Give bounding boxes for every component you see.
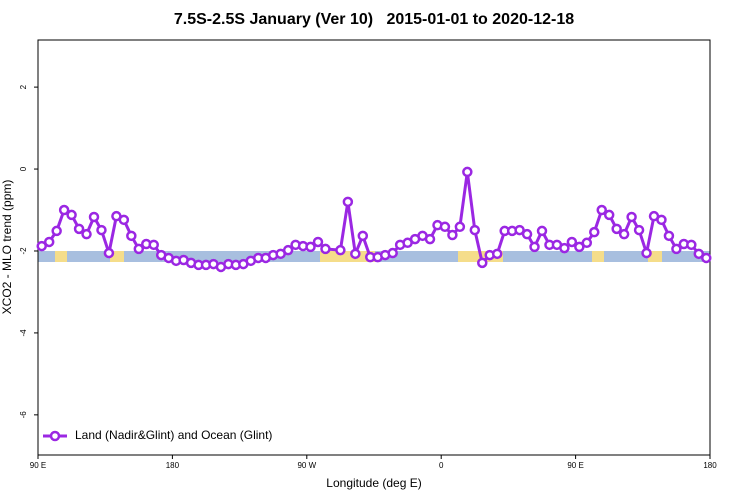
- x-tick-label: 90 E: [30, 461, 46, 470]
- data-point: [559, 242, 570, 254]
- data-point: [469, 224, 481, 236]
- data-point: [51, 225, 62, 237]
- data-point: [462, 166, 473, 178]
- data-point: [387, 247, 398, 259]
- data-point: [126, 230, 137, 242]
- data-point: [491, 248, 503, 260]
- data-point: [656, 214, 667, 226]
- y-tick-label: -2: [19, 247, 28, 255]
- data-point: [566, 236, 578, 248]
- data-point: [66, 209, 77, 221]
- land-band: [648, 251, 662, 262]
- x-tick-label: 180: [703, 461, 717, 470]
- data-point: [671, 243, 682, 255]
- data-point: [663, 230, 675, 242]
- data-point: [574, 241, 585, 253]
- chart-title: 7.5S-2.5S January (Ver 10) 2015-01-01 to…: [174, 11, 574, 28]
- x-tick-label: 0: [439, 461, 444, 470]
- land-band: [592, 251, 604, 262]
- data-point: [96, 224, 107, 236]
- data-point: [454, 221, 466, 233]
- data-point: [514, 224, 525, 236]
- y-tick-label: 0: [19, 166, 28, 171]
- legend-marker: [49, 430, 61, 442]
- data-point: [73, 223, 85, 235]
- data-point: [641, 247, 652, 259]
- legend-entry: Land (Nadir&Glint) and Ocean (Glint): [43, 428, 272, 442]
- data-point: [320, 243, 331, 255]
- data-point: [686, 239, 697, 251]
- data-point: [529, 241, 540, 253]
- data-point: [633, 224, 645, 236]
- data-point: [357, 230, 369, 242]
- data-point: [335, 244, 346, 256]
- data-point: [58, 204, 70, 216]
- x-tick-label: 90 W: [297, 461, 316, 470]
- data-point: [477, 257, 488, 269]
- data-point: [81, 228, 92, 240]
- data-point: [133, 243, 145, 255]
- data-point: [626, 211, 637, 223]
- data-point: [521, 228, 533, 240]
- data-point: [424, 233, 436, 245]
- series: [36, 166, 712, 273]
- land-band: [55, 251, 67, 262]
- data-point: [581, 237, 593, 249]
- data-point: [43, 236, 55, 248]
- data-point: [447, 229, 458, 241]
- data-point: [312, 236, 324, 248]
- data-point: [618, 228, 630, 240]
- data-point: [596, 204, 607, 216]
- data-point: [118, 214, 130, 226]
- y-axis-label: XCO2 - MLO trend (ppm): [0, 180, 14, 315]
- data-point: [103, 247, 115, 259]
- data-point: [536, 225, 548, 237]
- data-point: [693, 248, 705, 260]
- data-point: [603, 209, 615, 221]
- data-point: [36, 240, 47, 252]
- data-point: [342, 196, 354, 208]
- data-point: [148, 239, 159, 251]
- y-tick-label: -6: [19, 411, 28, 419]
- x-axis-label: Longitude (deg E): [326, 476, 421, 490]
- data-point: [611, 223, 622, 235]
- data-point: [350, 248, 361, 260]
- data-point: [88, 211, 100, 223]
- data-point: [589, 226, 600, 238]
- y-tick-label: 2: [19, 84, 28, 89]
- land-band: [320, 251, 375, 262]
- x-tick-label: 180: [166, 461, 180, 470]
- data-point: [305, 241, 316, 253]
- y-tick-label: -4: [19, 329, 28, 337]
- legend-label: Land (Nadir&Glint) and Ocean (Glint): [75, 428, 272, 442]
- land-band: [110, 251, 124, 262]
- data-point: [282, 244, 294, 256]
- x-tick-label: 90 E: [567, 461, 583, 470]
- data-point: [439, 221, 451, 233]
- data-point: [701, 252, 712, 264]
